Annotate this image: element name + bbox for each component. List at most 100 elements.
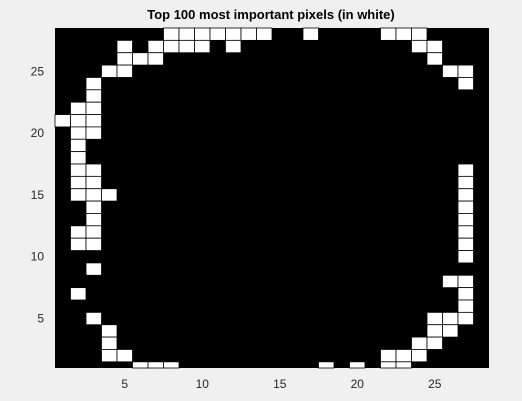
pixel-5-25: [116, 64, 133, 78]
pixel-25-26: [426, 52, 443, 66]
pixel-22-28: [380, 27, 397, 41]
pixel-27-11: [457, 237, 474, 251]
pixel-7-26: [147, 52, 164, 66]
pixel-10-27: [194, 39, 211, 54]
pixel-20-1: [349, 361, 366, 369]
pixel-22-1: [380, 361, 397, 369]
pixel-3-24: [85, 77, 102, 91]
pixel-24-2: [411, 349, 428, 363]
pixel-24-27: [411, 39, 428, 54]
pixel-7-1: [147, 361, 164, 369]
pixel-2-11: [70, 237, 87, 251]
pixel-17-28: [302, 27, 319, 41]
pixel-3-22: [85, 101, 102, 115]
pixel-3-15: [85, 188, 102, 202]
pixel-4-15: [101, 188, 118, 202]
pixel-25-27: [426, 39, 443, 54]
pixel-24-3: [411, 336, 428, 350]
pixel-3-23: [85, 89, 102, 103]
pixel-3-5: [85, 311, 102, 326]
pixel-7-27: [147, 39, 164, 54]
pixel-26-8: [442, 274, 459, 289]
pixel-2-20: [70, 126, 87, 140]
y-axis-ticks: 5 10 15 20 25: [31, 64, 45, 325]
pixel-2-21: [70, 114, 87, 128]
pixel-14-28: [256, 27, 273, 41]
x-tick-label: 25: [428, 377, 442, 391]
highlighted-pixels: [54, 27, 474, 369]
x-tick-label: 20: [351, 377, 365, 391]
pixel-3-12: [85, 225, 102, 239]
pixel-23-1: [395, 361, 412, 369]
pixel-9-27: [178, 39, 195, 54]
pixel-4-2: [101, 349, 118, 363]
pixel-5-27: [116, 39, 133, 54]
plot-background: [55, 28, 489, 368]
pixel-18-1: [318, 361, 335, 369]
pixel-27-6: [457, 299, 474, 313]
pixel-2-18: [70, 151, 87, 165]
pixel-3-14: [85, 200, 102, 214]
pixel-4-25: [101, 64, 118, 78]
pixel-3-21: [85, 114, 102, 128]
pixel-8-27: [163, 39, 180, 54]
y-tick-label: 20: [31, 126, 45, 140]
pixel-13-28: [240, 27, 257, 41]
pixel-8-1: [163, 361, 180, 369]
pixel-3-11: [85, 237, 102, 251]
pixel-27-15: [457, 188, 474, 202]
pixel-3-9: [85, 262, 102, 276]
pixel-3-13: [85, 213, 102, 227]
pixel-27-16: [457, 175, 474, 190]
pixel-25-3: [426, 336, 443, 350]
pixel-2-19: [70, 138, 87, 153]
pixel-10-28: [194, 27, 211, 41]
plot-axes: 5 10 15 20 25 5 10 15 20 25: [31, 27, 489, 391]
pixel-26-5: [442, 311, 459, 326]
pixel-27-14: [457, 200, 474, 214]
pixel-25-5: [426, 311, 443, 326]
pixel-8-28: [163, 27, 180, 41]
pixel-23-28: [395, 27, 412, 41]
pixel-9-28: [178, 27, 195, 41]
pixel-12-28: [225, 27, 242, 41]
pixel-3-20: [85, 126, 102, 140]
x-tick-label: 15: [273, 377, 287, 391]
y-tick-label: 10: [31, 250, 45, 264]
pixel-1-21: [54, 114, 71, 128]
pixel-3-16: [85, 175, 102, 190]
y-tick-label: 15: [31, 188, 45, 202]
pixel-26-25: [442, 64, 459, 78]
pixel-2-17: [70, 163, 87, 177]
pixel-27-7: [457, 287, 474, 301]
pixel-5-2: [116, 349, 133, 363]
pixel-27-8: [457, 274, 474, 289]
pixel-5-26: [116, 52, 133, 66]
y-tick-label: 25: [31, 64, 45, 78]
pixel-11-28: [209, 27, 226, 41]
pixel-4-3: [101, 336, 118, 350]
pixel-23-2: [395, 349, 412, 363]
pixel-27-13: [457, 213, 474, 227]
pixel-27-17: [457, 163, 474, 177]
pixel-2-22: [70, 101, 87, 115]
pixel-24-28: [411, 27, 428, 41]
chart-title: Top 100 most important pixels (in white): [147, 7, 395, 22]
x-axis-ticks: 5 10 15 20 25: [121, 377, 441, 391]
pixel-2-7: [70, 287, 87, 301]
pixel-3-17: [85, 163, 102, 177]
pixel-27-24: [457, 77, 474, 91]
pixel-4-4: [101, 324, 118, 338]
y-tick-label: 5: [37, 312, 44, 326]
pixel-25-4: [426, 324, 443, 338]
pixel-2-12: [70, 225, 87, 239]
pixel-27-5: [457, 311, 474, 326]
pixel-27-10: [457, 250, 474, 264]
pixel-2-15: [70, 188, 87, 202]
pixel-6-1: [132, 361, 149, 369]
pixel-26-4: [442, 324, 459, 338]
pixel-22-2: [380, 349, 397, 363]
pixel-2-16: [70, 175, 87, 190]
pixel-12-27: [225, 39, 242, 54]
